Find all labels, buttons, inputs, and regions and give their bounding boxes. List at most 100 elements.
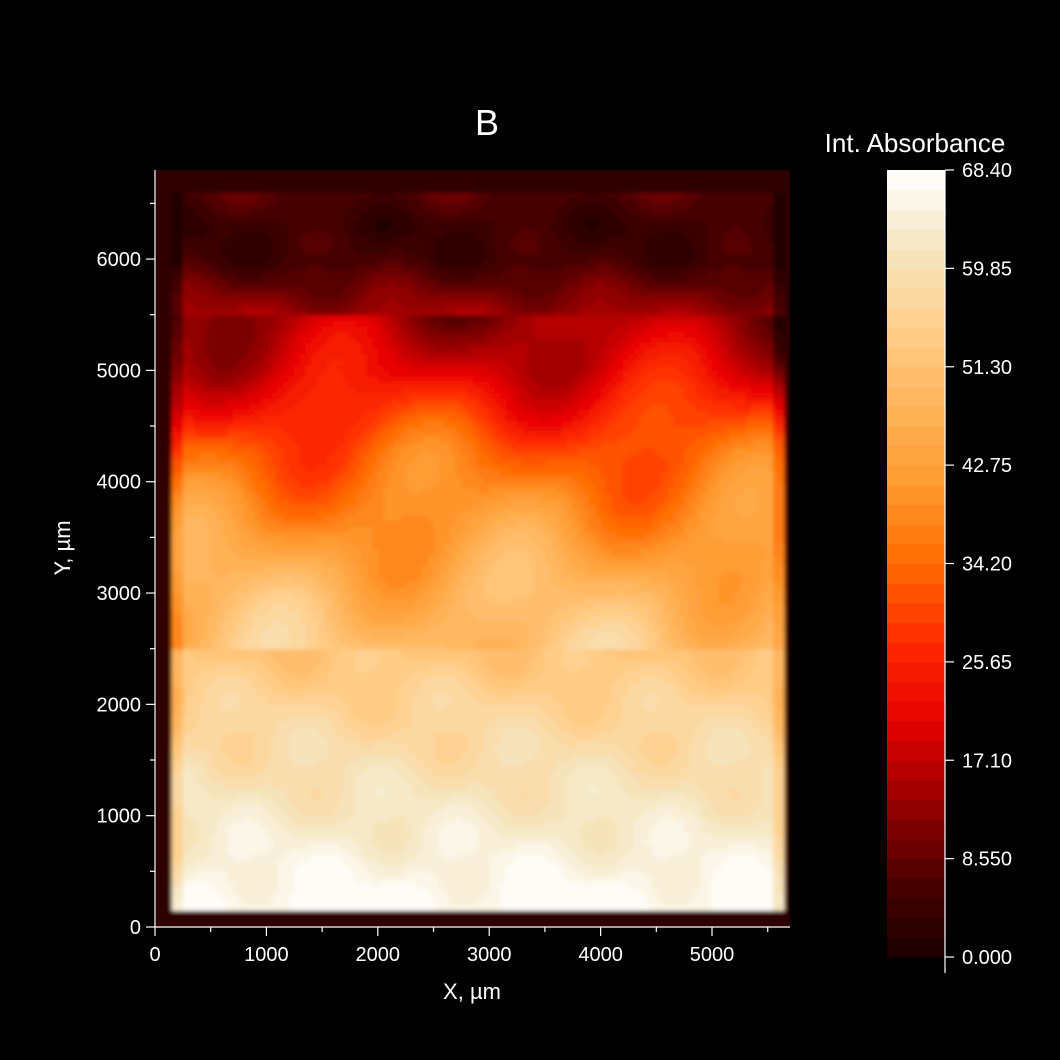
heatmap-cell — [617, 893, 624, 900]
heatmap-cell — [372, 709, 379, 717]
heatmap-cell — [689, 904, 696, 911]
heatmap-cell — [182, 765, 190, 772]
heatmap-cell — [734, 815, 741, 822]
heatmap-cell — [305, 882, 312, 889]
heatmap-cell — [706, 876, 713, 884]
heatmap-cell — [784, 760, 790, 767]
heatmap-cell — [622, 732, 630, 739]
heatmap-cell — [667, 698, 674, 705]
heatmap-cell — [494, 865, 501, 872]
heatmap-cell — [433, 871, 440, 878]
heatmap-cell — [712, 815, 719, 822]
heatmap-cell — [193, 899, 201, 906]
heatmap-cell — [767, 832, 774, 839]
heatmap-cell — [322, 715, 329, 722]
heatmap-cell — [700, 815, 708, 822]
heatmap-cell — [177, 843, 184, 850]
heatmap-cell — [622, 737, 630, 744]
heatmap-cell — [689, 698, 696, 705]
heatmap-cell — [706, 693, 713, 700]
heatmap-cell — [712, 793, 719, 800]
heatmap-cell — [567, 893, 574, 900]
heatmap-cell — [433, 865, 440, 872]
heatmap-cell — [372, 849, 379, 856]
heatmap-cell — [361, 726, 368, 733]
heatmap-cell — [611, 776, 618, 783]
heatmap-cell — [678, 832, 685, 839]
heatmap-cell — [366, 704, 373, 711]
heatmap-cell — [166, 876, 173, 884]
heatmap-cell — [606, 682, 613, 689]
heatmap-cell — [394, 709, 401, 717]
heatmap-cell — [400, 732, 407, 739]
heatmap-cell — [411, 693, 418, 700]
heatmap-cell — [578, 721, 585, 728]
heatmap-cell — [628, 709, 635, 717]
heatmap-cell — [695, 687, 702, 694]
heatmap-cell — [255, 860, 262, 867]
heatmap-cell — [689, 715, 696, 722]
heatmap-cell — [478, 910, 485, 917]
heatmap-cell — [528, 815, 535, 822]
heatmap-cell — [316, 798, 323, 806]
heatmap-cell — [155, 826, 162, 833]
heatmap-cell — [489, 765, 496, 772]
heatmap-cell — [349, 726, 357, 733]
heatmap-cell — [193, 765, 201, 772]
heatmap-cell — [606, 899, 613, 906]
heatmap-cell — [455, 737, 462, 744]
heatmap-cell — [734, 854, 741, 861]
heatmap-cell — [177, 893, 184, 900]
heatmap-cell — [166, 721, 173, 728]
heatmap-cell — [461, 804, 468, 811]
heatmap-cell — [578, 910, 585, 917]
heatmap-cell — [299, 748, 306, 756]
heatmap-cell — [388, 687, 396, 694]
heatmap-cell — [528, 787, 535, 795]
heatmap-cell — [166, 910, 173, 917]
heatmap-cell — [689, 854, 696, 861]
heatmap-cell — [411, 921, 418, 927]
heatmap-cell — [528, 754, 535, 761]
heatmap-cell — [784, 843, 790, 850]
heatmap-cell — [756, 910, 763, 917]
heatmap-cell — [739, 837, 747, 845]
heatmap-cell — [450, 748, 457, 756]
heatmap-cell — [522, 776, 529, 783]
heatmap-cell — [244, 849, 251, 856]
heatmap-cell — [238, 860, 245, 867]
heatmap-cell — [533, 821, 540, 828]
heatmap-cell — [455, 921, 462, 927]
heatmap-cell — [288, 860, 295, 867]
heatmap-cell — [472, 687, 479, 694]
heatmap-cell — [606, 748, 613, 756]
heatmap-cell — [288, 682, 295, 689]
heatmap-cell — [344, 771, 351, 778]
heatmap-cell — [745, 798, 752, 806]
heatmap-cell — [227, 754, 234, 761]
heatmap-cell — [338, 704, 345, 711]
heatmap-cell — [344, 854, 351, 861]
heatmap-cell — [589, 721, 596, 728]
heatmap-cell — [550, 821, 557, 828]
heatmap-cell — [494, 687, 501, 694]
heatmap-cell — [305, 837, 312, 845]
heatmap-cell — [712, 888, 719, 895]
heatmap-cell — [305, 704, 312, 711]
heatmap-cell — [344, 737, 351, 744]
heatmap-cell — [617, 882, 624, 889]
heatmap-cell — [322, 698, 329, 705]
heatmap-cell — [661, 776, 669, 783]
heatmap-cell — [232, 776, 240, 783]
heatmap-cell — [673, 698, 680, 705]
heatmap-cell — [667, 893, 674, 900]
heatmap-cell — [450, 888, 457, 895]
heatmap-cell — [528, 871, 535, 878]
heatmap-cell — [383, 726, 390, 733]
heatmap-cell — [734, 793, 741, 800]
heatmap-cell — [232, 882, 240, 889]
heatmap-cell — [522, 804, 529, 811]
heatmap-cell — [416, 771, 423, 778]
heatmap-cell — [310, 732, 318, 739]
heatmap-cell — [310, 709, 318, 717]
